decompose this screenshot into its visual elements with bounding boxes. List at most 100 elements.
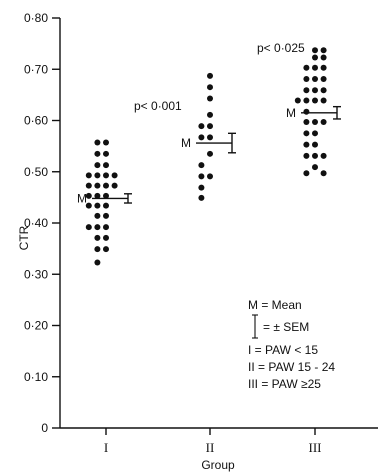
data-point: [320, 170, 327, 177]
data-point: [85, 172, 92, 179]
data-point: [207, 150, 213, 157]
legend: M = Mean = ± SEM I = PAW < 15 II = PAW 1…: [248, 298, 335, 391]
data-point: [207, 123, 213, 130]
data-point: [207, 95, 213, 102]
sem-bracket-icon: [252, 314, 258, 339]
data-point: [111, 172, 118, 179]
data-point: [312, 130, 318, 137]
data-point: [94, 202, 101, 209]
data-point: [312, 54, 318, 61]
data-point: [312, 97, 318, 104]
data-point: [103, 139, 109, 146]
group-means: M M M: [77, 106, 341, 205]
data-point: [103, 212, 109, 219]
data-points: [85, 47, 327, 266]
legend-mean-text: M = Mean: [248, 298, 302, 312]
data-point: [320, 152, 327, 159]
y-tick-label: 0·30: [24, 267, 48, 281]
y-tick-label: 0·60: [24, 114, 48, 128]
data-point: [320, 75, 327, 82]
data-point: [94, 224, 101, 231]
data-point: [312, 87, 318, 94]
data-point: [312, 119, 318, 126]
data-point: [94, 162, 101, 169]
data-point: [320, 97, 327, 104]
data-point: [312, 75, 318, 82]
data-point: [85, 202, 92, 209]
mean-label: M: [286, 106, 296, 120]
mean-label: M: [77, 191, 87, 205]
data-point: [103, 182, 109, 189]
data-point: [103, 202, 109, 209]
data-point: [303, 170, 310, 177]
data-point: [198, 184, 205, 191]
data-point: [207, 84, 213, 91]
legend-group-1: I = PAW < 15: [248, 343, 318, 357]
data-point: [94, 234, 101, 241]
data-point: [198, 123, 205, 130]
x-tick-label: III: [309, 440, 322, 455]
data-point: [94, 182, 101, 189]
data-point: [207, 173, 213, 180]
p-value-annotation-1: p< 0·001: [134, 99, 182, 113]
data-point: [207, 72, 213, 79]
data-point: [94, 192, 101, 199]
data-point: [303, 87, 310, 94]
y-tick-label: 0·20: [24, 319, 48, 333]
x-axis-label: Group: [201, 458, 235, 472]
data-point: [312, 64, 318, 71]
data-point: [198, 162, 205, 169]
legend-sem-text: = ± SEM: [263, 320, 309, 334]
y-tick-label: 0·40: [24, 216, 48, 230]
y-axis-label: CTR: [17, 225, 31, 250]
data-point: [294, 97, 301, 104]
data-point: [312, 152, 318, 159]
data-point: [94, 259, 101, 266]
legend-group-2: II = PAW 15 - 24: [248, 360, 335, 374]
data-point: [103, 192, 109, 199]
data-point: [85, 224, 92, 231]
y-tick-label: 0·10: [24, 370, 48, 384]
data-point: [320, 119, 327, 126]
data-point: [303, 152, 310, 159]
data-point: [85, 182, 92, 189]
data-point: [85, 192, 92, 199]
data-point: [111, 182, 118, 189]
p-value-annotation-2: p< 0·025: [257, 41, 305, 55]
x-axis-ticks: I II III: [104, 428, 322, 455]
y-axis-ticks: 0 0·10 0·20 0·30 0·40 0·50 0·60 0·70 0·80: [24, 11, 60, 435]
data-point: [103, 246, 109, 253]
data-point: [198, 194, 205, 201]
data-point: [103, 234, 109, 241]
x-tick-label: I: [104, 440, 108, 455]
data-point: [198, 134, 205, 141]
data-point: [103, 172, 109, 179]
data-point: [320, 87, 327, 94]
mean-label: M: [181, 136, 191, 150]
data-point: [303, 108, 310, 115]
data-point: [303, 141, 310, 148]
data-point: [94, 246, 101, 253]
data-point: [94, 172, 101, 179]
data-point: [312, 164, 318, 171]
legend-group-3: III = PAW ≥25: [248, 377, 321, 391]
data-point: [320, 54, 327, 61]
data-point: [303, 130, 310, 137]
data-point: [312, 141, 318, 148]
y-tick-label: 0·50: [24, 165, 48, 179]
data-point: [303, 97, 310, 104]
data-point: [198, 173, 205, 180]
y-tick-label: 0·80: [24, 11, 48, 25]
x-tick-label: II: [206, 440, 215, 455]
data-point: [94, 150, 101, 157]
data-point: [303, 119, 310, 126]
data-point: [103, 150, 109, 157]
y-tick-label: 0·70: [24, 62, 48, 76]
data-point: [103, 162, 109, 169]
data-point: [320, 47, 327, 54]
data-point: [207, 134, 213, 141]
data-point: [207, 111, 213, 118]
data-point: [312, 47, 318, 54]
data-point: [303, 64, 310, 71]
